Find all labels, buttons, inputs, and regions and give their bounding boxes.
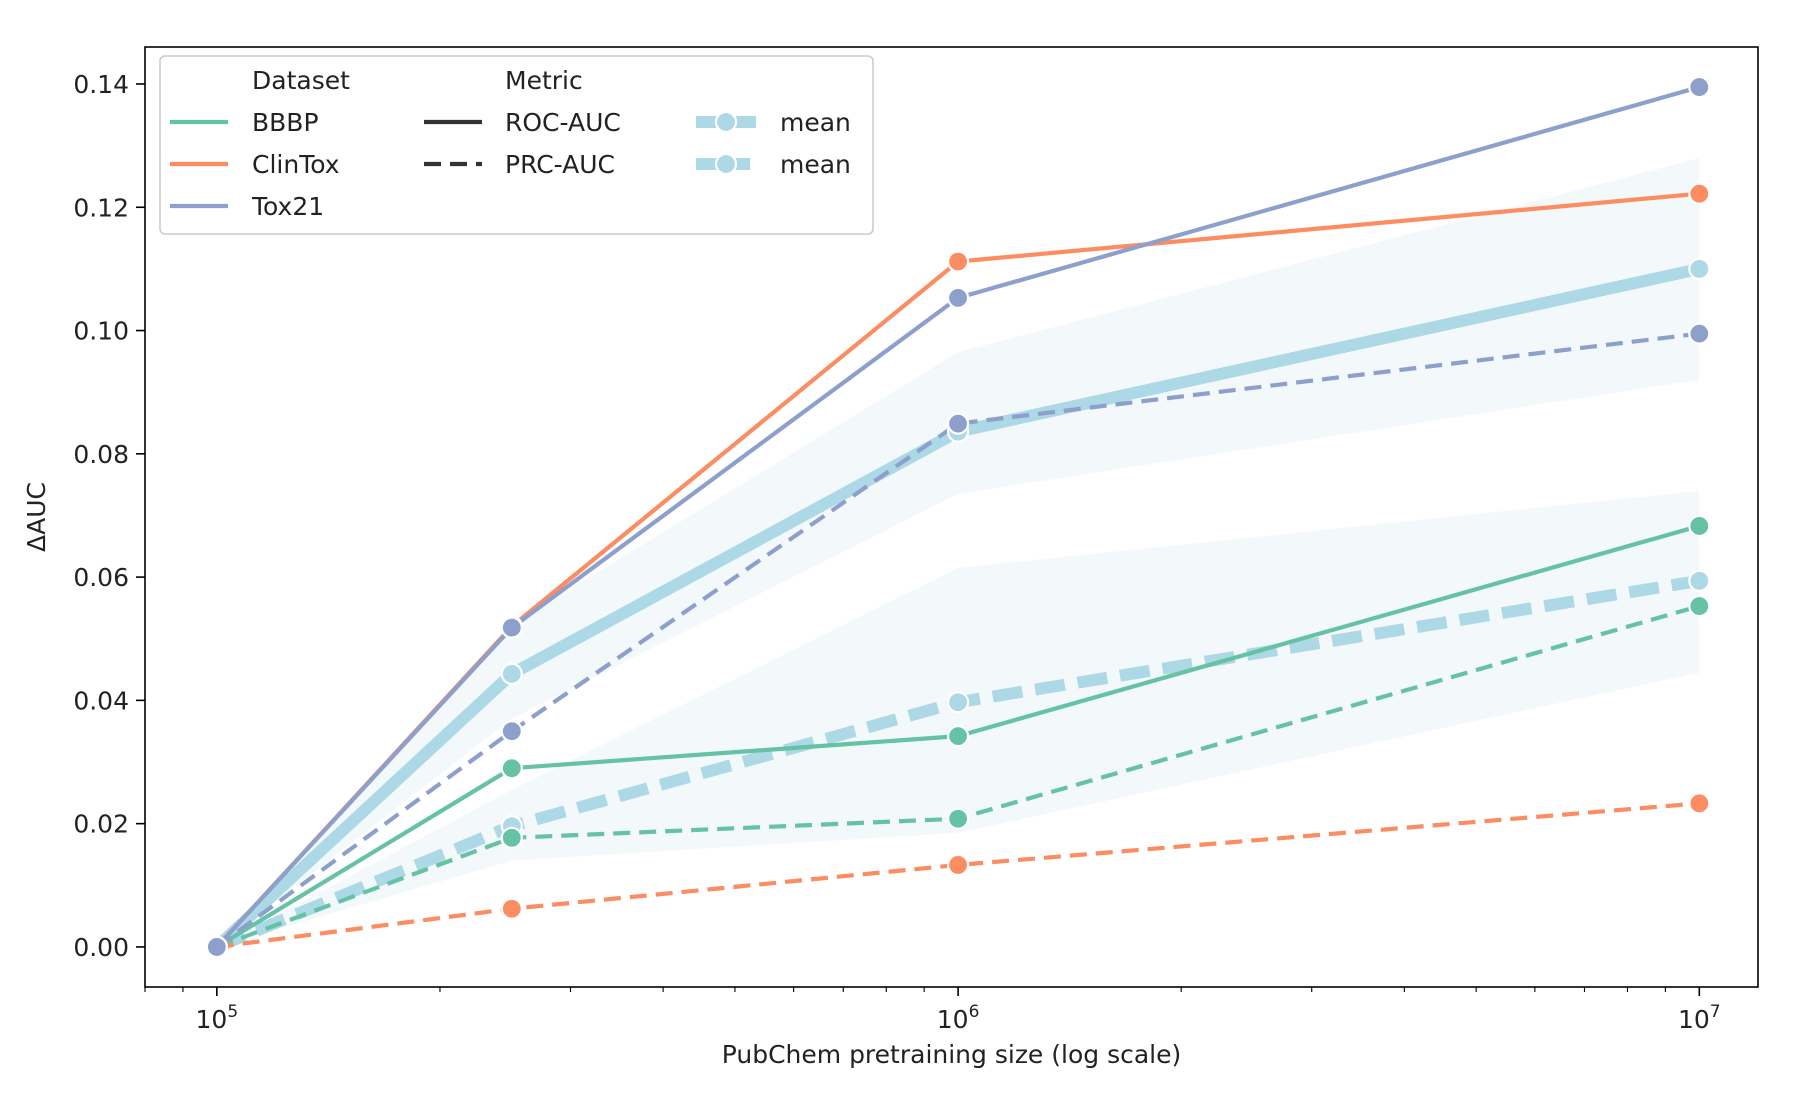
y-axis-label: ΔAUC bbox=[22, 482, 51, 552]
legend-marker-mean-dashed bbox=[714, 152, 738, 176]
point-Tox21-PRC-AUC-3 bbox=[1688, 322, 1711, 345]
point-ClinTox-ROC-AUC-3 bbox=[1688, 182, 1711, 205]
x-tick-base: 10 bbox=[937, 1005, 969, 1034]
point-BBBP-ROC-AUC-2 bbox=[946, 725, 970, 748]
x-axis: 105 106 107 bbox=[144, 987, 1721, 1034]
legend-label-PRC-AUC: PRC-AUC bbox=[505, 150, 615, 179]
legend-label-ClinTox: ClinTox bbox=[252, 150, 340, 179]
y-tick-label-7: 0.14 bbox=[73, 70, 129, 99]
legend-label-ROC-AUC: ROC-AUC bbox=[505, 108, 621, 137]
point-mean-ROC-AUC-1 bbox=[500, 662, 523, 685]
point-mean-PRC-AUC-3 bbox=[1688, 569, 1711, 592]
point-BBBP-PRC-AUC-2 bbox=[946, 807, 970, 830]
point-Tox21-ROC-AUC-3 bbox=[1688, 75, 1711, 99]
point-Tox21-PRC-AUC-1 bbox=[500, 720, 523, 743]
y-tick-label-6: 0.12 bbox=[73, 193, 129, 222]
y-tick-label-1: 0.02 bbox=[73, 810, 129, 839]
x-tick-label-2: 107 bbox=[1678, 1002, 1721, 1034]
legend: Dataset BBBP ClinTox Tox21 Metric ROC-AUC PRC-… bbox=[159, 55, 874, 235]
point-Tox21-ROC-AUC-1 bbox=[500, 616, 523, 639]
series-markers bbox=[205, 75, 1711, 959]
legend-marker-mean-solid bbox=[714, 110, 738, 134]
point-mean-PRC-AUC-2 bbox=[946, 691, 970, 714]
legend-label-BBBP: BBBP bbox=[252, 108, 319, 137]
series-line-mean-ROC-AUC bbox=[212, 263, 1701, 952]
point-BBBP-PRC-AUC-3 bbox=[1688, 594, 1711, 618]
point-Tox21-PRC-AUC-2 bbox=[946, 412, 970, 435]
x-tick-label-1: 106 bbox=[937, 1002, 980, 1034]
x-axis-label: PubChem pretraining size (log scale) bbox=[722, 1040, 1182, 1069]
x-tick-exponent: 7 bbox=[1710, 1002, 1721, 1022]
series-line-Tox21-PRC-AUC bbox=[215, 331, 1700, 949]
point-BBBP-PRC-AUC-1 bbox=[500, 826, 523, 849]
x-tick-base: 10 bbox=[1678, 1005, 1710, 1034]
point-Tox21-PRC-AUC-0 bbox=[205, 935, 228, 959]
legend-label-Tox21: Tox21 bbox=[251, 192, 324, 221]
y-tick-label-5: 0.10 bbox=[73, 317, 129, 346]
point-ClinTox-ROC-AUC-2 bbox=[946, 250, 970, 273]
series-line-BBBP-PRC-AUC bbox=[216, 604, 1700, 949]
y-axis: 0.00 0.02 0.04 0.06 0.08 0.10 0.12 0.14 bbox=[73, 70, 145, 962]
y-tick-label-3: 0.06 bbox=[73, 563, 129, 592]
x-tick-exponent: 6 bbox=[969, 1002, 980, 1022]
legend-dataset-title: Dataset bbox=[252, 66, 350, 95]
series-lines bbox=[212, 85, 1701, 953]
x-tick-label-0: 105 bbox=[196, 1002, 239, 1034]
point-mean-ROC-AUC-3 bbox=[1688, 257, 1711, 281]
series-line-Tox21-ROC-AUC bbox=[215, 85, 1700, 949]
series-line-BBBP-ROC-AUC bbox=[215, 523, 1700, 949]
y-tick-label-4: 0.08 bbox=[73, 440, 129, 469]
point-Tox21-ROC-AUC-2 bbox=[946, 286, 970, 309]
point-BBBP-ROC-AUC-3 bbox=[1688, 514, 1711, 538]
point-BBBP-ROC-AUC-1 bbox=[500, 757, 523, 780]
legend-label-mean-dashed: mean bbox=[780, 150, 851, 179]
legend-box bbox=[159, 55, 874, 235]
point-ClinTox-PRC-AUC-2 bbox=[946, 853, 970, 877]
legend-label-mean-solid: mean bbox=[780, 108, 851, 137]
x-tick-base: 10 bbox=[196, 1005, 228, 1034]
x-tick-exponent: 5 bbox=[227, 1002, 238, 1022]
legend-metric-title: Metric bbox=[505, 66, 583, 95]
plot-frame bbox=[144, 46, 1759, 988]
series-line-ClinTox-PRC-AUC bbox=[216, 801, 1700, 950]
y-tick-label-2: 0.04 bbox=[73, 686, 129, 715]
point-ClinTox-PRC-AUC-3 bbox=[1688, 792, 1711, 815]
y-tick-label-0: 0.00 bbox=[73, 933, 129, 962]
point-ClinTox-PRC-AUC-1 bbox=[500, 897, 523, 920]
